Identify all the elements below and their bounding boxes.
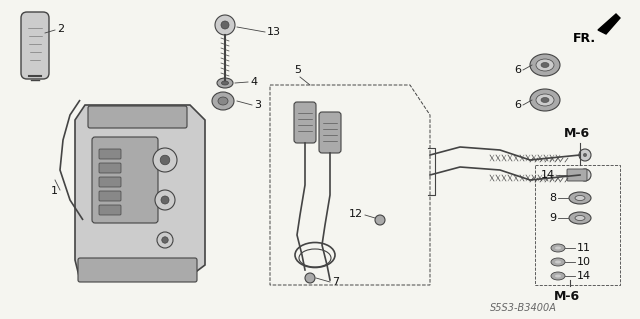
Text: 5: 5 xyxy=(294,65,301,75)
FancyBboxPatch shape xyxy=(294,102,316,143)
Ellipse shape xyxy=(555,247,561,249)
FancyBboxPatch shape xyxy=(88,106,187,128)
Circle shape xyxy=(579,169,591,181)
Text: 2: 2 xyxy=(57,24,64,34)
FancyBboxPatch shape xyxy=(99,205,121,215)
Text: M-6: M-6 xyxy=(554,290,580,303)
Text: 9: 9 xyxy=(549,213,556,223)
Circle shape xyxy=(215,15,235,35)
Text: 6: 6 xyxy=(514,100,521,110)
Ellipse shape xyxy=(551,258,565,266)
Ellipse shape xyxy=(530,89,560,111)
Circle shape xyxy=(375,215,385,225)
FancyBboxPatch shape xyxy=(99,177,121,187)
Ellipse shape xyxy=(575,196,585,201)
Text: M-6: M-6 xyxy=(564,127,590,140)
Text: 1: 1 xyxy=(51,186,58,196)
Text: 11: 11 xyxy=(577,243,591,253)
Circle shape xyxy=(160,155,170,165)
Ellipse shape xyxy=(551,244,565,252)
Ellipse shape xyxy=(551,272,565,280)
Ellipse shape xyxy=(569,212,591,224)
Text: 12: 12 xyxy=(349,209,363,219)
Text: S5S3-B3400A: S5S3-B3400A xyxy=(490,303,557,313)
Circle shape xyxy=(583,173,587,177)
Ellipse shape xyxy=(541,98,549,102)
Circle shape xyxy=(221,21,229,29)
Text: FR.: FR. xyxy=(573,32,596,45)
Ellipse shape xyxy=(541,63,549,68)
Ellipse shape xyxy=(221,81,228,85)
Text: 10: 10 xyxy=(577,257,591,267)
Circle shape xyxy=(583,153,587,157)
Ellipse shape xyxy=(555,275,561,278)
Ellipse shape xyxy=(555,261,561,263)
FancyBboxPatch shape xyxy=(78,258,197,282)
Circle shape xyxy=(155,190,175,210)
Text: 8: 8 xyxy=(549,193,556,203)
Polygon shape xyxy=(598,14,620,34)
Ellipse shape xyxy=(217,78,233,88)
Ellipse shape xyxy=(575,216,585,220)
Circle shape xyxy=(161,196,169,204)
Text: 3: 3 xyxy=(254,100,261,110)
Circle shape xyxy=(305,273,315,283)
FancyBboxPatch shape xyxy=(99,149,121,159)
Ellipse shape xyxy=(536,94,554,106)
FancyBboxPatch shape xyxy=(567,169,587,181)
Text: 7: 7 xyxy=(332,277,339,287)
FancyBboxPatch shape xyxy=(99,191,121,201)
Ellipse shape xyxy=(536,59,554,71)
Ellipse shape xyxy=(569,192,591,204)
Text: 14: 14 xyxy=(577,271,591,281)
Circle shape xyxy=(153,148,177,172)
Text: 13: 13 xyxy=(267,27,281,37)
FancyBboxPatch shape xyxy=(99,163,121,173)
FancyBboxPatch shape xyxy=(21,12,49,79)
Text: 14: 14 xyxy=(541,170,555,180)
Ellipse shape xyxy=(530,54,560,76)
Ellipse shape xyxy=(218,97,228,105)
Text: 6: 6 xyxy=(514,65,521,75)
Circle shape xyxy=(162,237,168,243)
Circle shape xyxy=(157,232,173,248)
FancyBboxPatch shape xyxy=(92,137,158,223)
Polygon shape xyxy=(75,105,205,280)
Circle shape xyxy=(579,149,591,161)
FancyBboxPatch shape xyxy=(319,112,341,153)
Ellipse shape xyxy=(212,92,234,110)
Text: 4: 4 xyxy=(250,77,257,87)
